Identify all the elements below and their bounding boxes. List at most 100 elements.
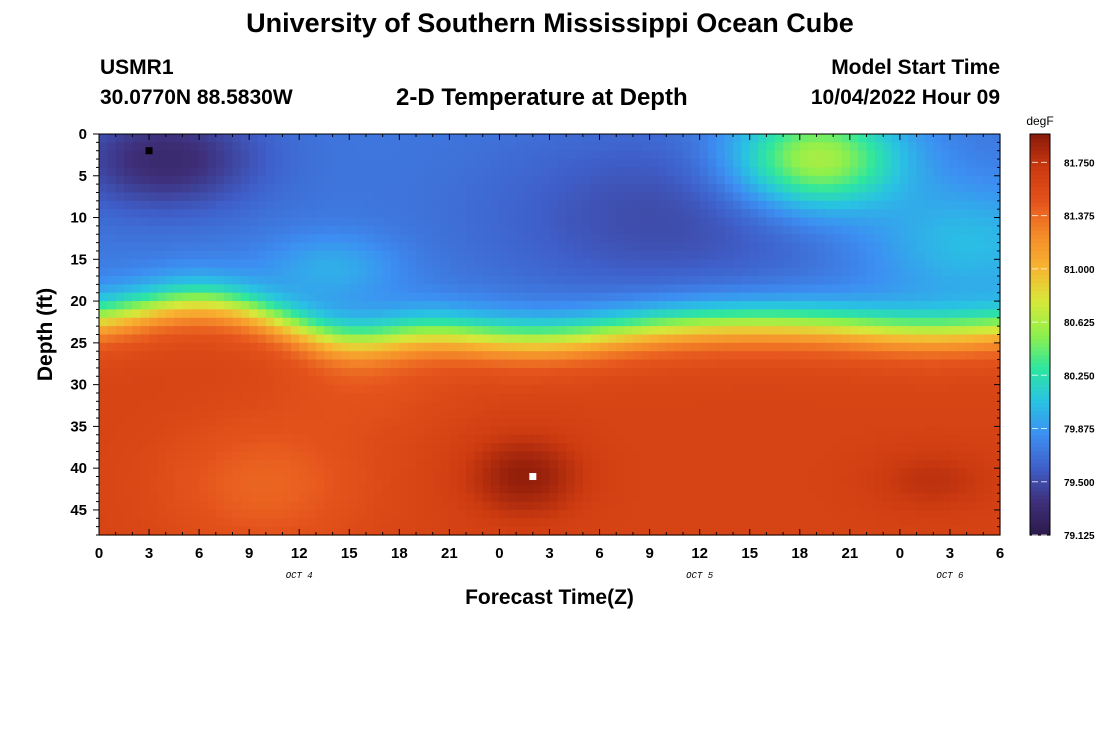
heatmap-cell	[808, 334, 818, 344]
heatmap-cell	[482, 443, 492, 453]
heatmap-cell	[332, 250, 342, 260]
heatmap-cell	[424, 376, 434, 386]
heatmap-cell	[315, 175, 325, 185]
heatmap-cell	[849, 443, 859, 453]
heatmap-cell	[949, 434, 959, 444]
heatmap-cell	[758, 342, 767, 352]
heatmap-cell	[666, 509, 676, 519]
heatmap-cell	[899, 468, 909, 478]
heatmap-cell	[833, 242, 843, 252]
heatmap-cell	[941, 401, 951, 411]
heatmap-cell	[332, 501, 342, 511]
heatmap-cell	[874, 159, 884, 169]
heatmap-cell	[324, 217, 334, 227]
heatmap-cell	[682, 367, 692, 377]
heatmap-cell	[249, 234, 259, 244]
heatmap-cell	[799, 142, 809, 152]
heatmap-cell	[249, 276, 259, 285]
heatmap-cell	[824, 501, 834, 511]
heatmap-cell	[382, 217, 392, 227]
heatmap-cell	[766, 250, 776, 260]
heatmap-cell	[983, 509, 993, 519]
heatmap-cell	[374, 142, 384, 152]
heatmap-cell	[257, 276, 267, 285]
heatmap-cell	[182, 476, 192, 486]
heatmap-cell	[682, 276, 692, 285]
heatmap-cell	[482, 184, 492, 194]
heatmap-cell	[574, 175, 584, 185]
heatmap-cell	[399, 409, 409, 419]
heatmap-cell	[933, 426, 943, 436]
heatmap-cell	[816, 192, 826, 202]
heatmap-cell	[265, 301, 275, 311]
heatmap-cell	[733, 242, 742, 252]
heatmap-cell	[466, 392, 476, 402]
heatmap-cell	[349, 459, 359, 469]
heatmap-cell	[733, 451, 742, 461]
heatmap-cell	[799, 418, 809, 427]
heatmap-cell	[290, 276, 300, 285]
heatmap-cell	[124, 234, 133, 244]
heatmap-cell	[516, 509, 526, 519]
heatmap-cell	[149, 284, 158, 294]
heatmap-cell	[641, 276, 651, 285]
heatmap-cell	[365, 225, 375, 235]
heatmap-cell	[324, 367, 334, 377]
heatmap-cell	[599, 192, 609, 202]
heatmap-cell	[524, 459, 534, 469]
heatmap-cell	[799, 284, 809, 294]
heatmap-cell	[657, 292, 667, 302]
heatmap-cell	[174, 184, 184, 194]
heatmap-cell	[374, 434, 384, 444]
heatmap-cell	[99, 451, 108, 461]
heatmap-cell	[858, 418, 868, 427]
heatmap-cell	[891, 367, 901, 377]
heatmap-cell	[399, 192, 409, 202]
heatmap-cell	[641, 376, 651, 386]
heatmap-cell	[933, 509, 943, 519]
heatmap-cell	[674, 225, 684, 235]
heatmap-cell	[524, 134, 534, 143]
heatmap-cell	[115, 401, 125, 411]
heatmap-cell	[541, 367, 551, 377]
heatmap-cell	[457, 409, 467, 419]
heatmap-cell	[666, 476, 676, 486]
heatmap-cell	[416, 217, 425, 227]
heatmap-cell	[124, 359, 133, 369]
heatmap-cell	[758, 200, 767, 210]
heatmap-cell	[699, 301, 709, 311]
heatmap-cell	[833, 167, 843, 177]
heatmap-cell	[874, 284, 884, 294]
heatmap-cell	[132, 134, 142, 143]
heatmap-cell	[516, 184, 526, 194]
heatmap-cell	[899, 159, 909, 169]
heatmap-cell	[591, 326, 601, 336]
heatmap-cell	[641, 401, 651, 411]
heatmap-cell	[774, 225, 784, 235]
heatmap-cell	[916, 150, 926, 160]
heatmap-cell	[449, 225, 459, 235]
heatmap-cell	[441, 351, 450, 361]
heatmap-cell	[340, 367, 350, 377]
heatmap-cell	[441, 276, 450, 285]
heatmap-cell	[99, 443, 108, 453]
heatmap-cell	[649, 217, 659, 227]
heatmap-cell	[332, 301, 342, 311]
heatmap-cell	[741, 317, 751, 327]
heatmap-cell	[674, 259, 684, 269]
heatmap-cell	[416, 476, 425, 486]
heatmap-cell	[599, 367, 609, 377]
heatmap-cell	[941, 509, 951, 519]
heatmap-cell	[874, 409, 884, 419]
heatmap-cell	[607, 367, 617, 377]
heatmap-cell	[290, 259, 300, 269]
heatmap-cell	[699, 451, 709, 461]
heatmap-cell	[491, 276, 501, 285]
heatmap-cell	[566, 418, 576, 427]
heatmap-cell	[174, 367, 184, 377]
heatmap-cell	[357, 443, 367, 453]
heatmap-cell	[340, 426, 350, 436]
heatmap-cell	[215, 284, 225, 294]
heatmap-cell	[390, 509, 400, 519]
heatmap-cell	[165, 451, 175, 461]
